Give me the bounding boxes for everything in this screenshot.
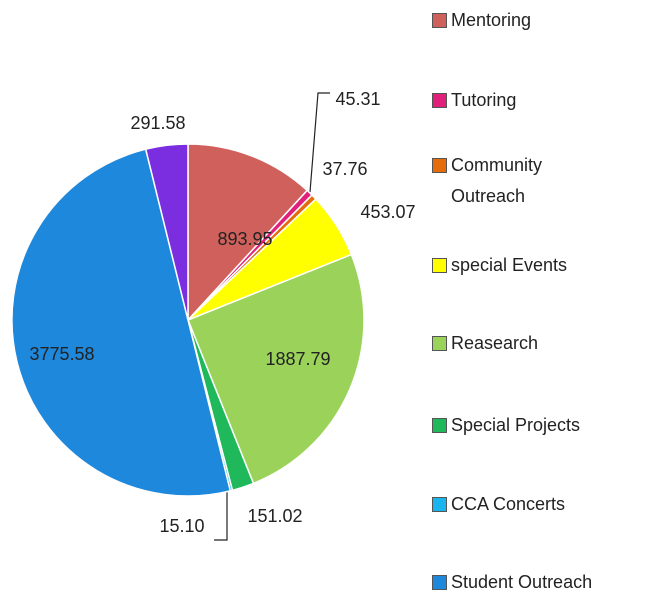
data-label: 45.31 xyxy=(335,89,380,109)
legend-swatch xyxy=(432,13,447,28)
legend-swatch xyxy=(432,93,447,108)
legend-swatch xyxy=(432,575,447,590)
legend-item: Special Projects xyxy=(432,410,580,441)
data-label: 37.76 xyxy=(322,159,367,179)
legend-item: special Events xyxy=(432,250,567,281)
legend-label: special Events xyxy=(451,255,568,275)
data-label: 1887.79 xyxy=(265,349,330,369)
pie-slice xyxy=(187,253,365,485)
leader-line xyxy=(214,490,228,541)
data-label: 453.07 xyxy=(360,202,415,222)
pie-slice xyxy=(187,143,309,322)
pie-slice xyxy=(10,148,232,497)
legend-swatch xyxy=(432,158,447,173)
legend-label: Community Outreach xyxy=(451,155,543,206)
data-label: 3775.58 xyxy=(29,344,94,364)
legend-label: Student Outreach xyxy=(451,572,593,592)
legend-label: CCA Concerts xyxy=(451,494,566,514)
legend-label: Mentoring xyxy=(451,10,532,30)
data-label: 151.02 xyxy=(247,506,302,526)
legend-item: CCA Concerts xyxy=(432,489,565,520)
legend-item: Mentoring xyxy=(432,5,531,36)
legend-swatch xyxy=(432,258,447,273)
legend-item: Tutoring xyxy=(432,85,516,116)
legend-item: Community Outreach xyxy=(432,150,606,212)
data-label: 15.10 xyxy=(159,516,204,536)
legend-swatch xyxy=(432,336,447,351)
legend-item: Reasearch xyxy=(432,328,538,359)
legend-label: Tutoring xyxy=(451,90,517,110)
legend-label: Special Projects xyxy=(451,415,581,435)
pie-slice xyxy=(144,143,189,321)
legend-item: Student Outreach xyxy=(432,567,592,598)
legend-label: Reasearch xyxy=(451,333,539,353)
leader-line xyxy=(309,92,330,193)
legend-swatch xyxy=(432,418,447,433)
data-label: 291.58 xyxy=(130,113,185,133)
legend-swatch xyxy=(432,497,447,512)
data-label: 893.95 xyxy=(217,229,272,249)
